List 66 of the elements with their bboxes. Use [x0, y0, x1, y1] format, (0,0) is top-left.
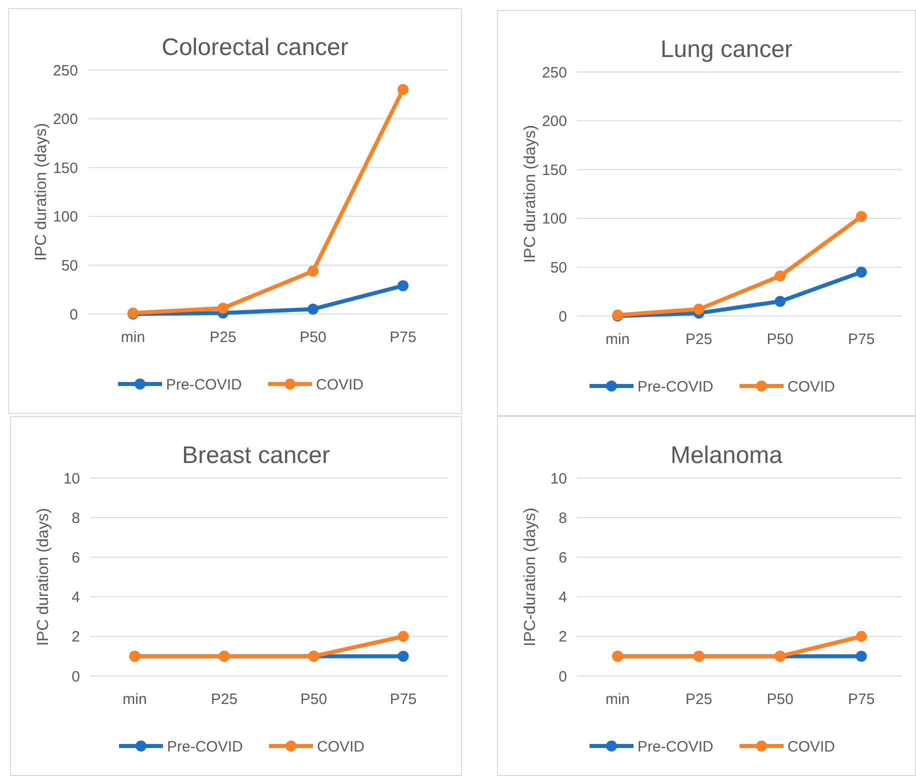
legend-label: COVID: [788, 378, 836, 396]
y-tick-label: 150: [52, 160, 78, 177]
y-tick-label: 200: [542, 113, 567, 130]
y-tick-label: 8: [558, 510, 567, 527]
y-tick-label: 0: [558, 668, 567, 686]
y-tick-label: 8: [72, 510, 80, 527]
y-tick-label: 0: [72, 668, 80, 686]
x-tick-label: P25: [210, 329, 236, 346]
x-tick-label: P75: [390, 329, 416, 346]
point: [308, 266, 318, 277]
point: [856, 266, 867, 278]
y-tick-label: 100: [542, 210, 567, 228]
point: [774, 270, 786, 282]
y-tick-label: 4: [72, 589, 80, 606]
point: [308, 304, 318, 315]
point: [218, 302, 228, 314]
y-tick-label: 250: [52, 62, 78, 80]
legend-label: Pre-COVID: [638, 738, 714, 756]
y-axis-title: IPC duration (days): [522, 125, 539, 263]
y-tick-label: 6: [72, 549, 80, 566]
y-tick-label: 6: [558, 549, 567, 566]
y-tick-label: 10: [63, 470, 80, 488]
y-axis-title: IPC duration (days): [33, 123, 50, 261]
chart-title: Colorectal cancer: [162, 34, 348, 61]
x-tick-label: P25: [686, 691, 712, 708]
x-tick-label: P25: [210, 691, 238, 708]
point: [398, 280, 408, 292]
y-tick-label: 0: [558, 308, 567, 326]
y-tick-label: 50: [550, 259, 567, 276]
legend-label: COVID: [316, 376, 364, 394]
x-tick-label: min: [606, 691, 630, 708]
y-tick-label: 100: [52, 208, 78, 226]
y-tick-label: 2: [72, 628, 80, 646]
chart-title: Breast cancer: [182, 442, 330, 469]
chart-title: Melanoma: [670, 442, 784, 469]
y-tick-label: 200: [52, 111, 78, 128]
y-axis-title: IPC duration (days): [35, 508, 52, 646]
x-tick-label: min: [120, 329, 146, 346]
x-tick-label: P75: [848, 331, 875, 348]
x-tick-label: P75: [848, 691, 875, 708]
chart-title: Lung cancer: [660, 36, 793, 63]
legend-label: Pre-COVID: [166, 376, 242, 394]
y-tick-label: 10: [550, 470, 567, 488]
y-axis-title: IPC-duration (days): [522, 508, 539, 646]
y-tick-label: 4: [558, 589, 567, 606]
y-tick-label: 250: [542, 64, 567, 82]
x-tick-label: P50: [300, 329, 326, 346]
x-tick-label: min: [122, 691, 147, 708]
legend-label: COVID: [317, 738, 365, 756]
x-tick-label: P50: [766, 331, 794, 348]
legend-label: COVID: [788, 738, 836, 756]
y-tick-label: 50: [61, 257, 78, 274]
y-tick-label: 0: [70, 306, 78, 324]
y-tick-label: 2: [558, 628, 567, 646]
legend-label: Pre-COVID: [638, 378, 714, 396]
point: [774, 296, 786, 307]
legend-label: Pre-COVID: [167, 738, 244, 756]
point: [693, 304, 704, 315]
x-tick-label: P50: [766, 691, 794, 708]
point: [856, 210, 867, 222]
y-tick-label: 150: [542, 162, 567, 179]
x-tick-label: P75: [390, 691, 417, 708]
x-tick-label: P50: [300, 691, 328, 708]
x-tick-label: P25: [686, 331, 712, 348]
point: [398, 84, 408, 96]
x-tick-label: min: [606, 331, 630, 348]
